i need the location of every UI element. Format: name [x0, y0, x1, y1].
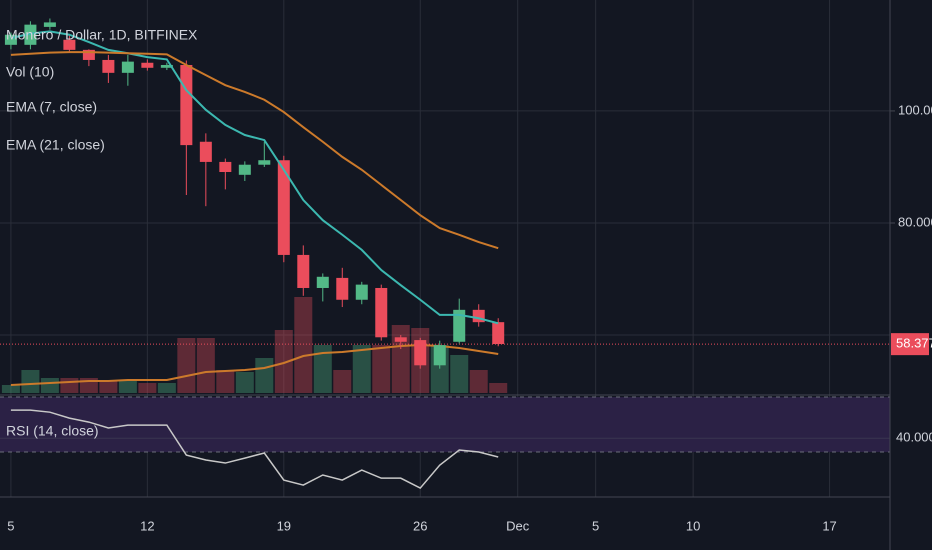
candle-body: [199, 141, 212, 162]
candle-body: [238, 164, 251, 175]
labels: Monero / Dollar, 1D, BITFINEX Vol (10) E…: [6, 27, 932, 534]
candle-body: [180, 64, 193, 146]
y-tick-label: 40.0000: [896, 430, 932, 445]
candle-body: [160, 64, 173, 68]
chart-title: Monero / Dollar, 1D, BITFINEX: [6, 27, 198, 43]
volume-bar: [372, 345, 391, 393]
volume-bar: [138, 383, 157, 393]
volume-bar: [157, 383, 176, 393]
candle-body: [43, 22, 56, 27]
x-tick-label: Dec: [506, 518, 530, 533]
candle-body: [24, 24, 37, 45]
y-tick-label: 80.000: [898, 214, 932, 229]
x-tick-label: 19: [277, 518, 291, 533]
candle-body: [258, 160, 271, 165]
candle-body: [277, 160, 290, 255]
volume-bar: [333, 370, 352, 393]
candle-body: [414, 340, 427, 366]
x-tick-label: 5: [7, 518, 14, 533]
volume-bar: [1, 385, 20, 393]
grid: [0, 0, 890, 497]
legend-ema7: EMA (7, close): [6, 99, 97, 115]
volume-bar: [196, 338, 215, 393]
x-tick-label: 5: [592, 518, 599, 533]
rsi-line: [10, 409, 499, 490]
x-tick-label: 26: [413, 518, 427, 533]
legend-volume: Vol (10): [6, 64, 54, 80]
last-price-box: [891, 333, 929, 356]
volume-bar: [352, 345, 371, 393]
volume-bar: [391, 325, 410, 393]
x-tick-label: 12: [140, 518, 154, 533]
legend-ema21: EMA (21, close): [6, 137, 105, 153]
candle-body: [141, 62, 154, 68]
volume-bar: [313, 345, 332, 393]
candle-body: [453, 309, 466, 342]
volume-bar: [99, 380, 118, 393]
last-price-label: 58.377: [896, 336, 932, 351]
volume-bar: [60, 378, 79, 393]
volume-bar: [118, 380, 137, 393]
candle-body: [4, 34, 17, 45]
candle-body: [82, 49, 95, 60]
volume-bar: [40, 378, 59, 393]
candle-body: [355, 284, 368, 300]
volume-bar: [469, 370, 488, 393]
candle-body: [316, 276, 329, 288]
volume-bar: [177, 338, 196, 393]
candle-body: [336, 277, 349, 300]
candle-body: [63, 39, 76, 50]
volume-bar: [235, 372, 254, 393]
volume-bar: [21, 370, 40, 393]
candle-body: [297, 254, 310, 288]
x-tick-label: 17: [822, 518, 836, 533]
candle-body: [121, 61, 134, 73]
volume-bar: [489, 383, 508, 393]
volume-bar: [450, 355, 469, 393]
candle-body: [102, 59, 115, 73]
candle-body: [394, 337, 407, 342]
volume-bar: [274, 330, 293, 393]
candle-body: [492, 322, 505, 345]
ema-line: [10, 51, 499, 250]
volume-bar: [294, 297, 313, 393]
candle-body: [219, 161, 232, 173]
legend-rsi: RSI (14, close): [6, 423, 99, 439]
x-tick-label: 10: [686, 518, 700, 533]
volume-bar: [255, 358, 274, 393]
candle-body: [375, 287, 388, 338]
volume-bar: [216, 370, 235, 393]
marks: [0, 18, 890, 490]
ema-line: [10, 30, 499, 325]
candle-body: [433, 345, 446, 366]
y-tick-label: 100.000: [898, 102, 932, 117]
